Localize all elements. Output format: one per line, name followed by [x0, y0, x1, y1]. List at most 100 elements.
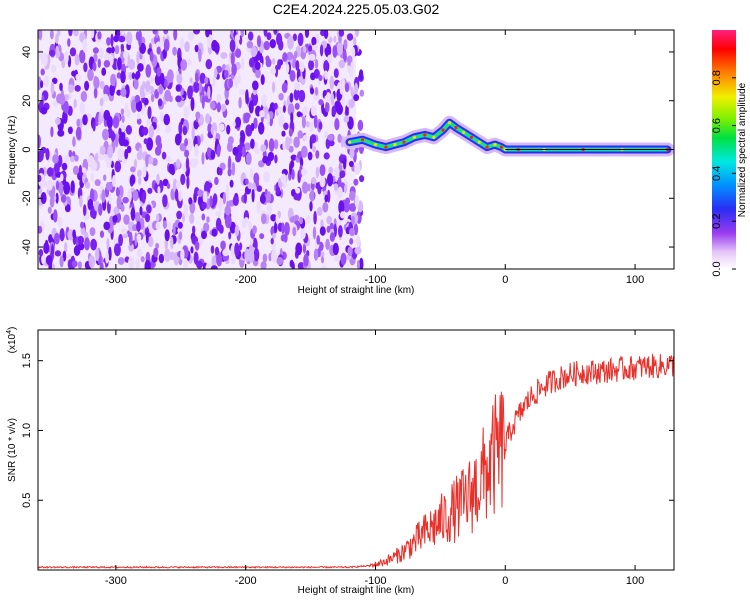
noise-blob — [238, 97, 242, 109]
noise-blob — [304, 106, 309, 115]
noise-blob — [139, 84, 146, 99]
noise-blob — [271, 249, 278, 263]
noise-blob — [209, 195, 213, 207]
noise-blob — [43, 75, 50, 88]
noise-blob — [315, 150, 320, 159]
noise-blob — [138, 34, 142, 47]
noise-blob — [212, 75, 216, 89]
noise-blob — [187, 85, 193, 100]
noise-blob — [302, 181, 309, 194]
noise-blob — [281, 82, 288, 94]
noise-blob — [338, 30, 345, 37]
noise-blob — [290, 154, 297, 161]
noise-blob — [38, 135, 41, 149]
noise-blob — [109, 84, 115, 96]
noise-blob — [358, 69, 364, 80]
noise-blob — [222, 192, 226, 205]
noise-blob — [314, 59, 319, 69]
noise-blob — [201, 201, 207, 210]
noise-blob — [218, 167, 223, 176]
noise-blob — [291, 261, 295, 269]
noise-blob — [329, 222, 334, 231]
noise-blob — [227, 168, 232, 177]
noise-blob — [355, 234, 361, 248]
noise-blob — [245, 124, 253, 137]
noise-blob — [176, 180, 181, 189]
noise-blob — [287, 35, 294, 50]
noise-blob — [325, 101, 330, 113]
x-tick-label: 100 — [626, 274, 644, 286]
noise-blob — [254, 147, 260, 154]
x-tick-label: -200 — [235, 575, 257, 587]
noise-blob — [210, 125, 215, 135]
noise-blob — [45, 148, 50, 161]
noise-blob — [356, 259, 360, 269]
noise-blob — [121, 30, 125, 35]
noise-blob — [73, 30, 79, 37]
noise-blob — [253, 141, 259, 149]
noise-blob — [40, 106, 48, 115]
noise-blob — [309, 121, 314, 132]
noise-blob — [226, 124, 231, 135]
noise-blob — [198, 80, 203, 93]
noise-blob — [111, 46, 115, 54]
noise-blob — [259, 110, 265, 118]
noise-blob — [126, 145, 132, 154]
noise-blob — [313, 248, 319, 261]
noise-blob — [256, 200, 261, 214]
noise-blob — [293, 136, 300, 148]
noise-blob — [105, 181, 113, 191]
noise-blob — [168, 163, 175, 175]
noise-blob — [280, 173, 287, 184]
colorbar-tick-label: 0.0 — [711, 261, 723, 276]
noise-blob — [74, 154, 79, 162]
noise-blob — [179, 143, 187, 152]
noise-blob — [67, 229, 74, 241]
noise-blob — [185, 157, 190, 171]
noise-blob — [135, 258, 140, 269]
noise-blob — [41, 180, 48, 189]
noise-blob — [308, 45, 313, 52]
noise-blob — [137, 63, 144, 72]
noise-blob — [146, 204, 152, 214]
noise-blob — [120, 204, 125, 212]
noise-blob — [230, 52, 235, 66]
noise-blob — [128, 71, 133, 81]
noise-blob — [99, 80, 105, 90]
noise-blob — [333, 68, 339, 78]
noise-blob — [272, 233, 276, 240]
noise-blob — [114, 45, 120, 55]
noise-blob — [239, 242, 243, 251]
noise-blob — [256, 35, 262, 48]
noise-blob — [195, 72, 199, 83]
colorbar-gradient — [712, 30, 736, 269]
noise-blob — [306, 215, 311, 224]
noise-blob — [106, 115, 114, 129]
noise-blob — [290, 112, 294, 124]
noise-blob — [99, 262, 104, 269]
noise-blob — [285, 136, 291, 150]
noise-blob — [349, 190, 356, 201]
noise-blob — [307, 183, 311, 192]
noise-blob — [136, 118, 142, 125]
noise-blob — [56, 30, 61, 37]
noise-blob — [72, 136, 76, 147]
noise-blob — [138, 147, 143, 161]
noise-blob — [122, 196, 129, 204]
noise-blob — [283, 233, 288, 243]
noise-blob — [216, 252, 223, 267]
noise-blob — [294, 102, 300, 110]
noise-blob — [38, 148, 44, 162]
noise-blob — [155, 221, 161, 230]
noise-blob — [71, 260, 78, 268]
noise-blob — [302, 134, 308, 141]
noise-blob — [260, 144, 267, 153]
noise-blob — [248, 100, 254, 114]
noise-blob — [211, 39, 219, 52]
noise-blob — [156, 46, 161, 55]
noise-blob — [112, 215, 118, 223]
noise-blob — [349, 203, 356, 212]
signal-hotspot — [469, 135, 474, 139]
noise-blob — [276, 257, 284, 265]
noise-blob — [340, 211, 346, 219]
